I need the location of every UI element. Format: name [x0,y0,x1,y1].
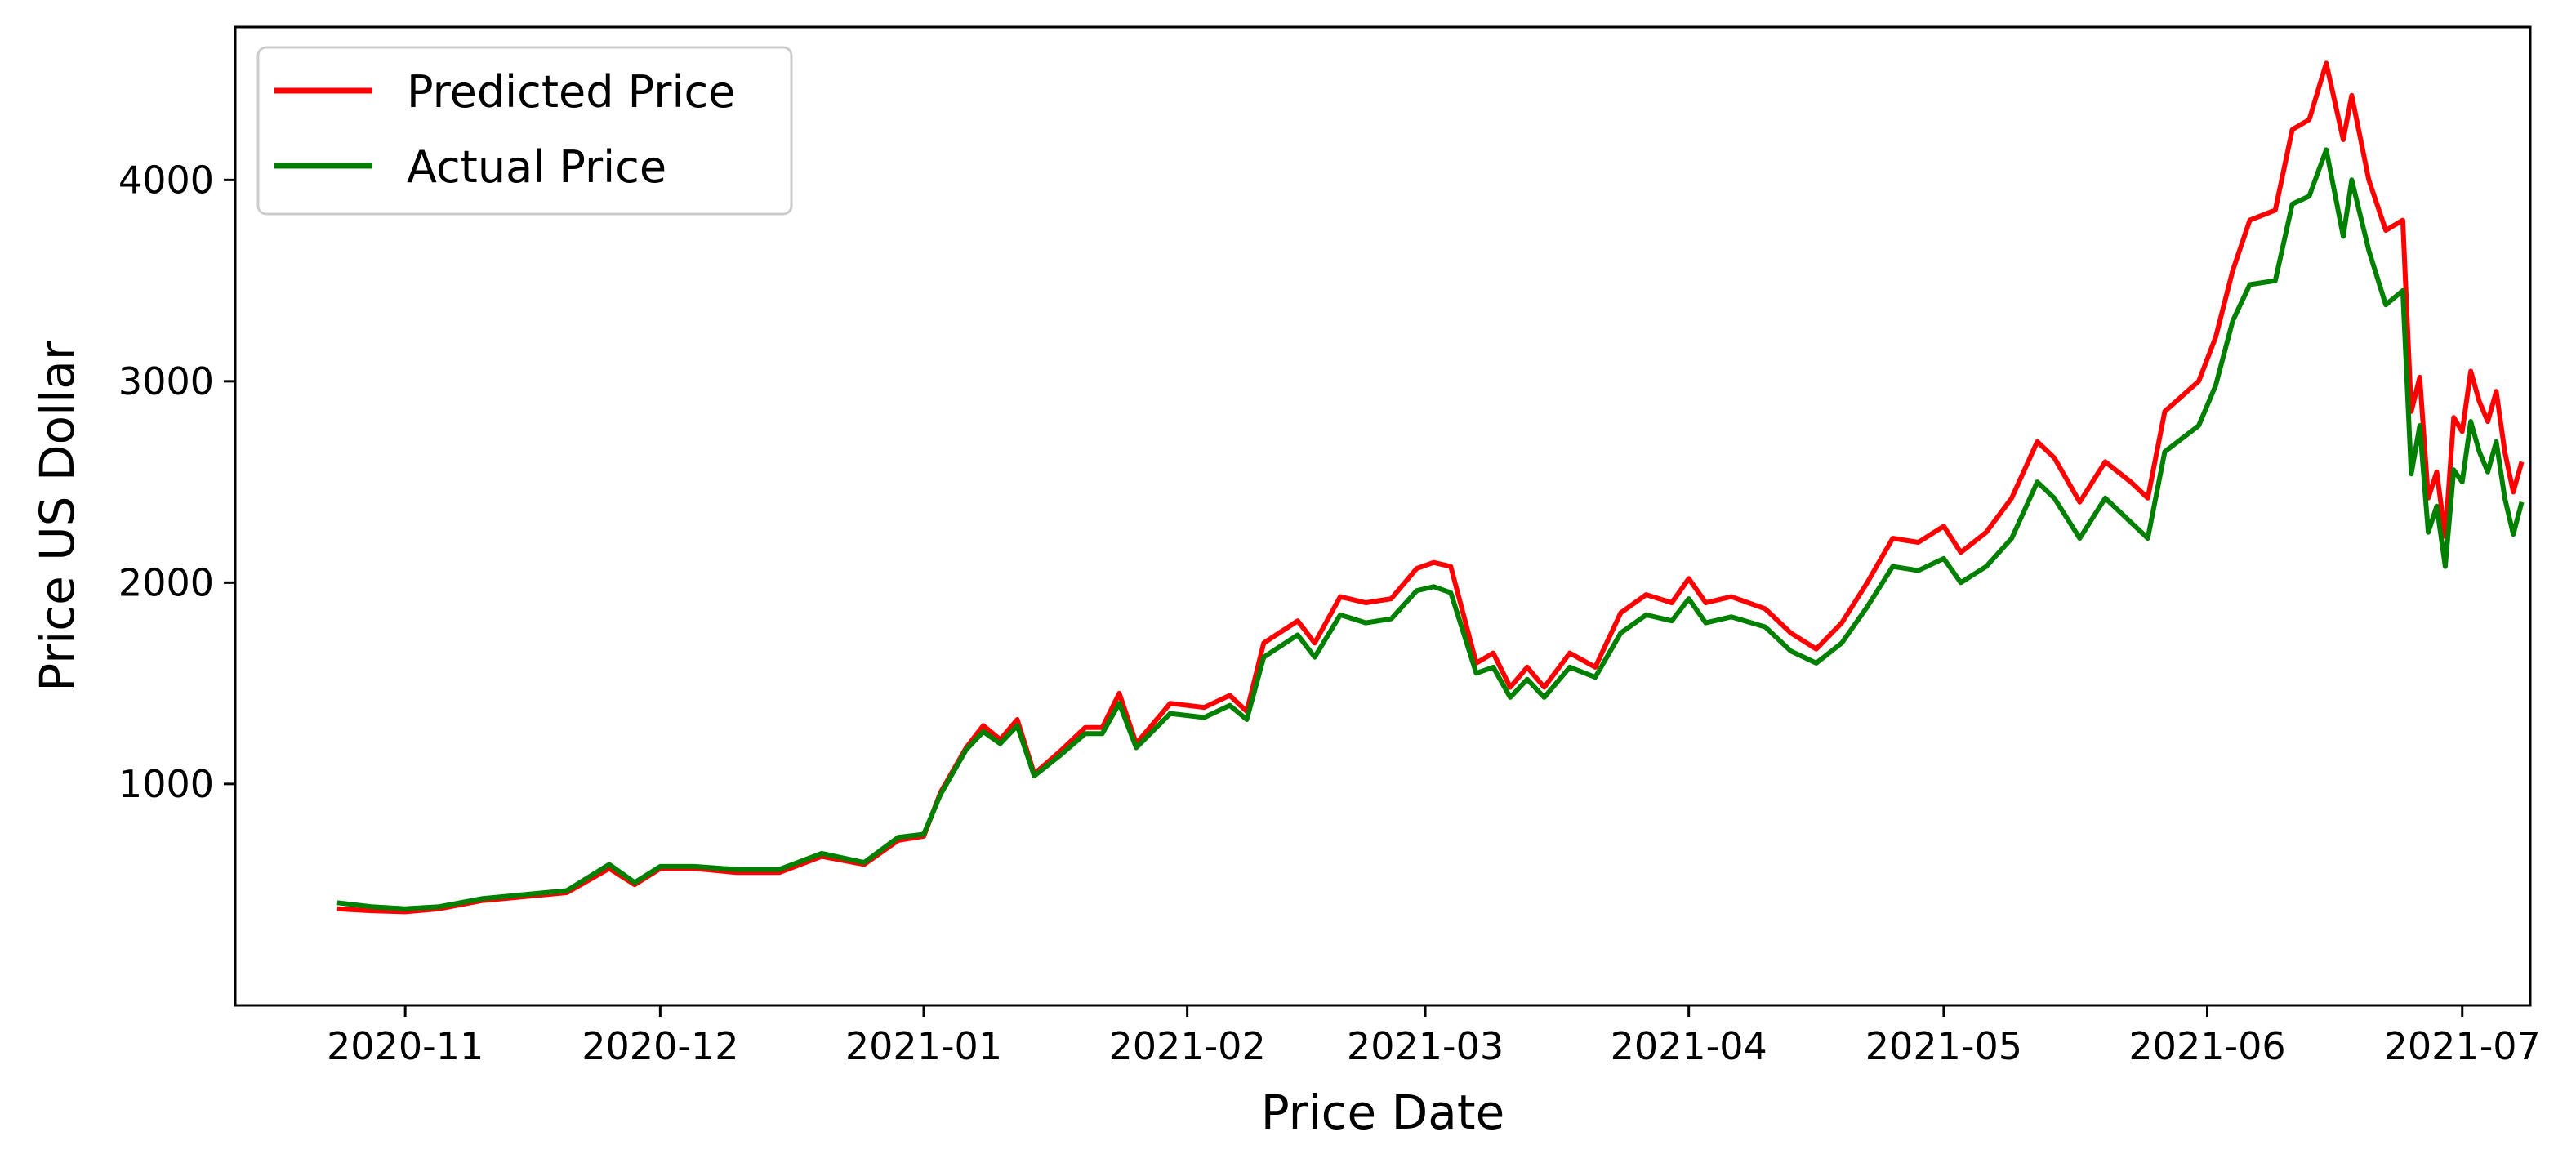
plot-frame [234,25,2532,1007]
x-tick-label: 2021-04 [1611,1024,1767,1068]
y-tick-label: 4000 [118,158,214,202]
series-line-actual-price [336,147,2525,911]
legend-box [256,46,793,216]
x-tick-label: 2021-06 [2128,1024,2285,1068]
x-tick-label: 2021-05 [1865,1024,2022,1068]
series-layer [336,60,2525,915]
x-axis-ticks: 2020-11 2020-12 2021-01 2021-02 2021-03 2021-… [327,1005,2541,1068]
x-axis-label: Price Date [1261,1085,1505,1140]
legend-label-actual: Actual Price [407,141,666,193]
x-tick-label: 2021-02 [1109,1024,1266,1068]
x-tick-label: 2021-07 [2384,1024,2541,1068]
x-tick-label: 2021-01 [845,1024,1002,1068]
legend: Predicted Price Actual Price [256,46,793,216]
legend-label-predicted: Predicted Price [407,66,735,118]
y-tick-label: 1000 [118,762,214,806]
x-tick-label: 2021-03 [1347,1024,1504,1068]
y-tick-label: 2000 [118,560,214,604]
x-tick-label: 2020-12 [582,1024,738,1068]
x-tick-label: 2020-11 [327,1024,484,1068]
y-axis-ticks: 1000 2000 3000 4000 [118,158,235,806]
y-axis-label: Price US Dollar [29,341,85,692]
y-tick-label: 3000 [118,359,214,403]
